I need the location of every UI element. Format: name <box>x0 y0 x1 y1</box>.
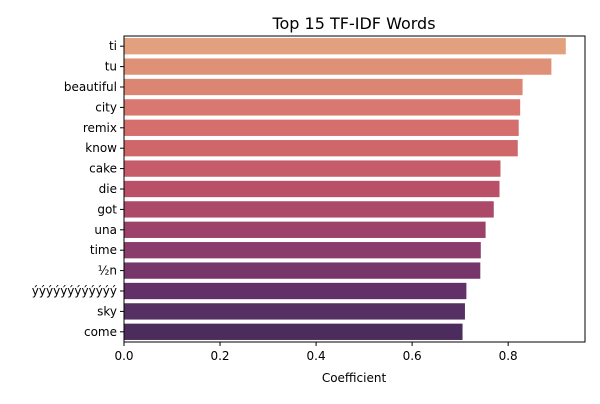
bar-11 <box>124 262 481 279</box>
x-tick-label-3: 0.6 <box>403 349 422 363</box>
chart-title: Top 15 TF-IDF Words <box>271 14 435 33</box>
x-tick-label-4: 0.8 <box>499 349 518 363</box>
bar-7 <box>124 180 500 198</box>
y-tick-label-6: cake <box>89 162 117 176</box>
bars-group <box>124 38 566 340</box>
y-tick-label-9: una <box>94 223 117 237</box>
y-axis-ticks: ti tu beautiful city remix know cake die got una t… <box>32 39 124 339</box>
y-tick-label-5: know <box>85 141 117 155</box>
bar-1 <box>124 58 552 75</box>
x-tick-label-1: 0.2 <box>210 349 229 363</box>
bar-9 <box>124 221 486 238</box>
bar-2 <box>124 78 523 96</box>
y-tick-label-2: beautiful <box>64 80 117 94</box>
y-tick-label-3: city <box>95 100 117 114</box>
y-tick-label-13: sky <box>97 304 117 318</box>
bar-13 <box>124 303 465 320</box>
x-tick-label-2: 0.4 <box>307 349 326 363</box>
bar-12 <box>124 282 467 300</box>
bar-14 <box>124 323 463 340</box>
y-tick-label-1: tu <box>105 60 117 74</box>
y-tick-label-0: ti <box>109 39 117 53</box>
y-tick-label-10: time <box>90 243 117 257</box>
y-tick-label-8: got <box>97 202 117 216</box>
bar-0 <box>124 38 566 55</box>
y-tick-label-4: remix <box>83 121 117 135</box>
bar-3 <box>124 99 521 116</box>
y-tick-label-11: ½n <box>98 264 117 278</box>
bar-5 <box>124 140 518 157</box>
y-tick-label-7: die <box>99 182 117 196</box>
y-tick-label-12: ýýýýýýýýýýýý <box>32 284 117 298</box>
bar-8 <box>124 201 494 218</box>
bar-4 <box>124 119 519 136</box>
x-tick-label-0: 0.0 <box>114 349 133 363</box>
x-axis-label: Coefficient <box>322 371 387 385</box>
x-axis-ticks: 0.0 0.2 0.4 0.6 0.8 <box>114 342 518 363</box>
y-tick-label-14: come <box>84 325 117 339</box>
bar-10 <box>124 242 481 259</box>
plot-frame <box>123 35 586 343</box>
bar-6 <box>124 160 501 177</box>
